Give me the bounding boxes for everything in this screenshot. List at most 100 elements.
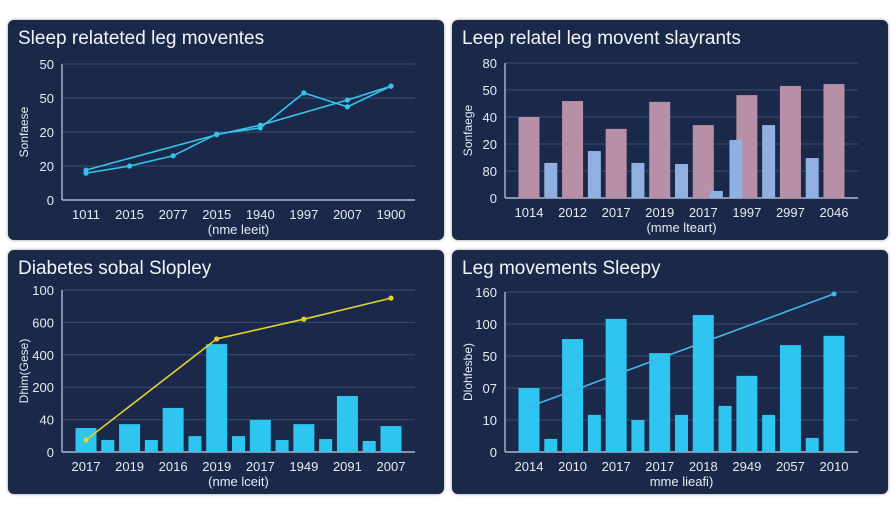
bar-short-bars — [587, 414, 601, 452]
y-tick-label: 80 — [483, 56, 497, 71]
y-tick-label: 0 — [490, 191, 497, 206]
bar-blue — [675, 163, 688, 198]
data-point — [388, 295, 394, 301]
bar-short-bars — [762, 414, 776, 452]
data-point — [257, 122, 263, 128]
series-line-trend — [85, 297, 392, 441]
bar-short-bars — [101, 440, 115, 452]
bar-chart: 0 80 20 40 50 80 1014 2012 2017 2019 2017 1997 2997 2… — [461, 56, 858, 235]
x-axis-title: (mme lteart) — [646, 220, 716, 235]
bar-pink — [779, 85, 801, 198]
data-point — [831, 291, 837, 297]
bar-blue — [762, 125, 776, 198]
bar-line-chart: 0 40 200 400 600 100 2017 2019 2016 2019 2017 1949 2… — [17, 283, 415, 489]
x-tick-label: 2017 — [602, 205, 631, 220]
bar-short-bars — [362, 440, 376, 452]
x-axis-title: (nme leeit) — [208, 222, 269, 237]
bar-short-bars — [232, 436, 245, 452]
bar-blue — [631, 162, 645, 198]
x-tick-label: 2012 — [558, 205, 587, 220]
bar-tall-bars — [518, 388, 540, 452]
data-point — [126, 163, 133, 169]
bar-short-bars — [144, 440, 158, 452]
x-tick-label: 2019 — [202, 459, 231, 474]
data-point — [344, 97, 351, 103]
data-point — [301, 316, 307, 322]
chart-panel-bottom-right: Leg movements Sleepy 0 10 07 50 100 160 2014 20… — [452, 250, 888, 494]
y-tick-label: 600 — [32, 315, 54, 330]
x-tick-label: 1949 — [289, 459, 318, 474]
x-tick-label: 2010 — [558, 459, 587, 474]
x-tick-label: 1900 — [377, 207, 406, 222]
x-tick-label: 2949 — [732, 459, 761, 474]
y-tick-label: 20 — [40, 125, 54, 140]
bar-tall-bars — [779, 345, 801, 452]
bar-blue — [544, 162, 558, 198]
bar-blue — [709, 190, 723, 198]
bar-tall-bars — [649, 353, 671, 452]
data-point — [344, 104, 351, 110]
x-tick-label: 1014 — [515, 205, 544, 220]
bar-short-bars — [275, 440, 289, 452]
x-tick-label: 2007 — [377, 459, 406, 474]
chart-panel-top-right: Leep relatel leg movent slayrants 0 80 20 4… — [452, 20, 888, 240]
y-axis-title: Sonfaege — [461, 104, 475, 156]
y-axis-title: Sonfaese — [17, 106, 31, 157]
y-tick-label: 400 — [32, 348, 54, 363]
y-tick-label: 160 — [475, 285, 497, 300]
bar-tall-bars — [380, 426, 402, 452]
y-tick-label: 20 — [40, 159, 54, 174]
bar-tall-bars — [206, 344, 228, 452]
y-tick-label: 0 — [47, 445, 54, 460]
chart-title: Sleep relateted leg moventes — [18, 28, 265, 49]
bar-line-chart: 0 10 07 50 100 160 2014 2010 2017 2017 2018 2949 205… — [461, 285, 858, 489]
data-point — [83, 167, 89, 173]
bar-blue — [587, 151, 601, 198]
x-tick-label: 2057 — [776, 459, 805, 474]
bar-tall-bars — [119, 424, 141, 452]
bar-pink — [605, 128, 627, 198]
y-tick-label: 40 — [483, 110, 497, 125]
series-line-series-a — [85, 85, 392, 174]
bar-short-bars — [631, 420, 645, 452]
bar-tall-bars — [562, 339, 584, 452]
x-tick-label: 2017 — [602, 459, 631, 474]
data-point — [301, 90, 307, 96]
x-tick-label: 2017 — [689, 205, 718, 220]
bar-tall-bars — [162, 407, 184, 452]
y-axis-title: Dlohfesbe) — [461, 343, 475, 401]
y-tick-label: 200 — [32, 380, 54, 395]
y-tick-label: 50 — [40, 57, 54, 72]
x-axis-title: mme lieafi) — [650, 474, 714, 489]
x-tick-label: 1011 — [72, 207, 100, 222]
bar-tall-bars — [249, 419, 271, 452]
data-point — [83, 437, 89, 443]
x-tick-label: 2091 — [333, 459, 362, 474]
bar-tall-bars — [692, 315, 714, 452]
y-tick-label: 0 — [47, 193, 54, 208]
x-tick-label: 2016 — [159, 459, 188, 474]
bar-tall-bars — [293, 424, 315, 452]
x-tick-label: 2014 — [515, 459, 544, 474]
y-axis-title: Dhim(Gese) — [17, 339, 31, 404]
x-tick-label: 2015 — [115, 207, 144, 222]
bar-blue — [729, 139, 743, 198]
chart-title: Diabetes sobal Slopley — [18, 258, 212, 279]
y-tick-label: 40 — [40, 413, 54, 428]
x-tick-label: 2019 — [115, 459, 144, 474]
x-axis-title: (nme lceit) — [208, 474, 269, 489]
data-point — [388, 83, 394, 89]
y-tick-label: 07 — [483, 381, 497, 396]
x-tick-label: 2015 — [202, 207, 231, 222]
x-tick-label: 2019 — [645, 205, 674, 220]
bar-short-bars — [805, 437, 819, 452]
chart-title: Leg movements Sleepy — [462, 258, 661, 279]
bar-pink — [518, 117, 540, 198]
series-line-trend — [528, 293, 835, 408]
y-tick-label: 80 — [483, 164, 497, 179]
x-tick-label: 2046 — [820, 205, 849, 220]
bar-tall-bars — [736, 375, 758, 452]
x-tick-label: 1997 — [732, 205, 761, 220]
y-tick-label: 20 — [483, 137, 497, 152]
y-tick-label: 50 — [40, 91, 54, 106]
